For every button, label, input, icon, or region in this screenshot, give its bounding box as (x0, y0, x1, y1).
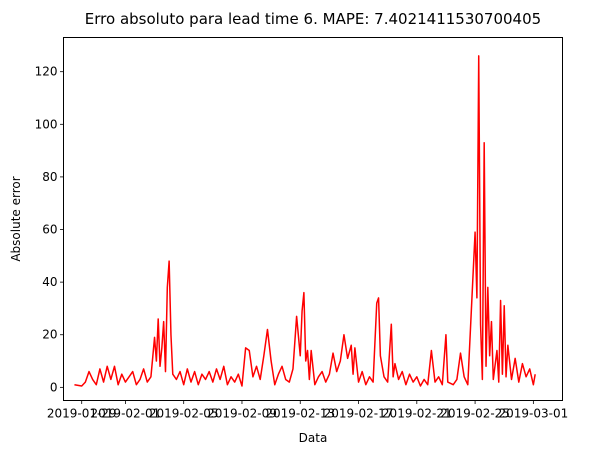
y-tick-label: 100 (35, 117, 58, 131)
y-tick-label: 120 (35, 65, 58, 79)
y-tick-label: 40 (42, 275, 57, 289)
x-tick-label: 2019-02-17 (324, 407, 394, 421)
y-tick-label: 80 (42, 170, 57, 184)
x-tick-label: 2019-02-09 (207, 407, 277, 421)
x-tick-label: 2019-02-05 (149, 407, 219, 421)
series-layer (74, 55, 536, 387)
y-axis: 0 20 40 60 80 100 120 (35, 65, 64, 394)
x-tick-label: 2019-03-01 (498, 407, 568, 421)
series-line-0 (74, 55, 536, 387)
plot-frame (63, 37, 563, 401)
x-axis: 2019-01-292019-02-012019-02-052019-02-09… (47, 400, 568, 421)
y-axis-label: Absolute error (9, 176, 23, 261)
x-tick-label: 2019-01-29 (47, 407, 117, 421)
x-tick-label: 2019-02-21 (382, 407, 452, 421)
x-tick-label: 2019-02-13 (265, 407, 335, 421)
x-tick-label: 2019-02-01 (91, 407, 161, 421)
x-axis-label: Data (299, 431, 328, 445)
x-tick-label: 2019-02-25 (440, 407, 510, 421)
y-tick-label: 20 (42, 328, 57, 342)
chart-title: Erro absoluto para lead time 6. MAPE: 7.… (85, 10, 541, 28)
y-tick-label: 60 (42, 223, 57, 237)
y-tick-label: 0 (50, 380, 58, 394)
